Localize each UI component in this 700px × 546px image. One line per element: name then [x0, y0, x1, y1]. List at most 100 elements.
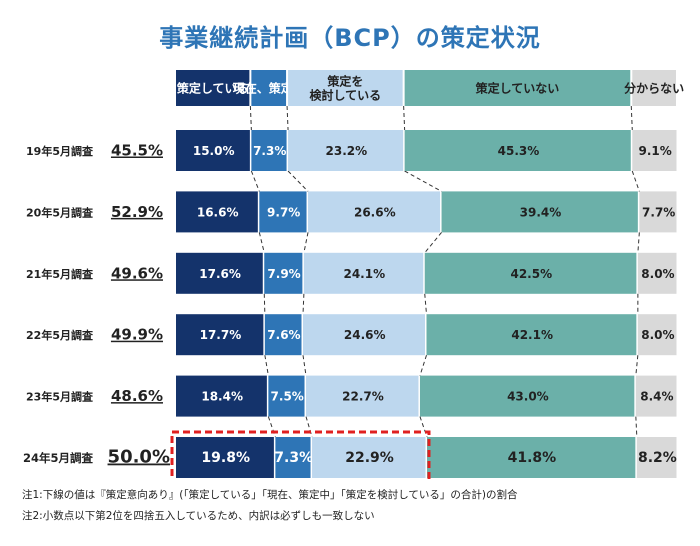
- data-label: 24.1%: [343, 267, 385, 281]
- connector-line: [635, 416, 638, 438]
- data-label: 24.6%: [344, 328, 386, 342]
- bar-segment: [176, 314, 264, 356]
- data-label: 7.5%: [271, 390, 304, 404]
- legend-label: 策定していない: [476, 81, 560, 96]
- legend-swatch: [251, 70, 287, 106]
- connector-line: [424, 232, 442, 254]
- connector-line: [267, 416, 276, 438]
- bar-segment: [419, 375, 635, 417]
- bar-segment: [303, 314, 425, 356]
- data-label: 18.4%: [201, 390, 243, 404]
- bar-segment: [636, 437, 677, 478]
- connector-line: [635, 355, 639, 376]
- data-label: 7.3%: [274, 450, 313, 466]
- bar-segment: [426, 314, 637, 356]
- bar-segment: [441, 191, 638, 233]
- legend-swatch: [632, 70, 676, 106]
- legend-swatch: [404, 70, 631, 106]
- category-label: 20年5月調査: [26, 205, 93, 219]
- connector-line: [404, 170, 442, 192]
- data-label: 17.7%: [200, 328, 242, 342]
- connector-line: [263, 293, 266, 315]
- connector-line: [424, 293, 427, 315]
- connector-line: [630, 105, 633, 131]
- data-label: 26.6%: [354, 205, 396, 219]
- connector-line: [287, 170, 309, 192]
- bar-segment: [288, 130, 404, 171]
- connector-line: [286, 105, 289, 131]
- connector-line: [631, 170, 640, 192]
- legend-label: 策定している: [177, 81, 249, 96]
- category-label: 19年5月調査: [26, 144, 93, 158]
- bar-segment: [176, 252, 263, 294]
- category-label: 21年5月調査: [26, 267, 93, 281]
- category-label: 23年5月調査: [26, 390, 93, 404]
- data-label: 8.4%: [640, 390, 673, 404]
- data-label: 8.0%: [641, 328, 674, 342]
- total-value: 49.6%: [111, 264, 163, 282]
- connector-line: [403, 105, 406, 131]
- bar-segment: [306, 375, 419, 417]
- bar-segment: [637, 252, 677, 294]
- connector-line: [302, 293, 305, 315]
- bar-segment: [264, 314, 302, 356]
- data-label: 7.9%: [267, 267, 300, 281]
- data-label: 7.6%: [267, 328, 300, 342]
- bar-segment: [176, 191, 258, 233]
- data-label: 8.0%: [641, 267, 674, 281]
- bar-segment: [275, 437, 311, 478]
- bar-segment: [427, 437, 636, 478]
- total-value: 50.0%: [108, 447, 170, 468]
- bar-segment: [259, 191, 307, 233]
- bar-segment: [312, 437, 426, 478]
- total-value: 45.5%: [111, 142, 163, 160]
- bar-segment: [308, 191, 441, 233]
- connector-line: [258, 232, 265, 253]
- data-label: 42.1%: [511, 328, 553, 342]
- bar-segment: [637, 314, 677, 356]
- data-label: 19.8%: [201, 450, 250, 466]
- total-value: 49.9%: [111, 326, 163, 344]
- data-label: 8.2%: [638, 450, 677, 466]
- bar-segment: [635, 375, 677, 417]
- connector-line: [637, 232, 640, 253]
- bar-segment: [404, 130, 631, 171]
- footnote-1: 注1:下線の値は『策定意向あり』(「策定している」「現在、策定中」「策定を検討し…: [22, 489, 518, 501]
- connector-line: [250, 170, 260, 192]
- bar-segment: [176, 375, 267, 417]
- bar-segment: [424, 252, 637, 294]
- legend-label: 検討している: [310, 88, 382, 103]
- data-label: 43.0%: [507, 390, 549, 404]
- data-label: 9.1%: [638, 144, 671, 158]
- data-label: 23.2%: [326, 144, 368, 158]
- data-label: 41.8%: [508, 450, 557, 466]
- legend-swatch: [288, 70, 403, 106]
- legend-swatch: [176, 70, 250, 106]
- data-label: 45.3%: [498, 144, 540, 158]
- connector-line: [302, 355, 307, 376]
- data-label: 15.0%: [193, 144, 235, 158]
- data-label: 9.7%: [267, 205, 300, 219]
- bar-segment: [176, 437, 274, 478]
- legend-label: 分からない: [624, 81, 684, 96]
- connector-line: [419, 416, 428, 438]
- bar-segment: [251, 130, 287, 171]
- category-label: 22年5月調査: [26, 328, 93, 342]
- data-label: 7.7%: [642, 205, 675, 219]
- data-label: 17.6%: [199, 267, 241, 281]
- data-label: 7.3%: [253, 144, 286, 158]
- category-label: 24年5月調査: [23, 451, 94, 465]
- total-value: 52.9%: [111, 203, 163, 221]
- chart-title: 事業継続計画（BCP）の策定状況: [159, 24, 541, 52]
- data-label: 22.7%: [342, 390, 384, 404]
- connector-line: [264, 355, 269, 376]
- legend-label: 策定を: [327, 74, 363, 89]
- legend-label: 現在、策定中: [233, 81, 305, 96]
- data-label: 16.6%: [197, 205, 239, 219]
- data-label: 22.9%: [345, 450, 394, 466]
- bar-segment: [632, 130, 677, 171]
- bar-segment: [264, 252, 303, 294]
- data-label: 42.5%: [510, 267, 552, 281]
- footnote-2: 注2:小数点以下第2位を四捨五入しているため、内訳は必ずしも一致しない: [22, 510, 375, 522]
